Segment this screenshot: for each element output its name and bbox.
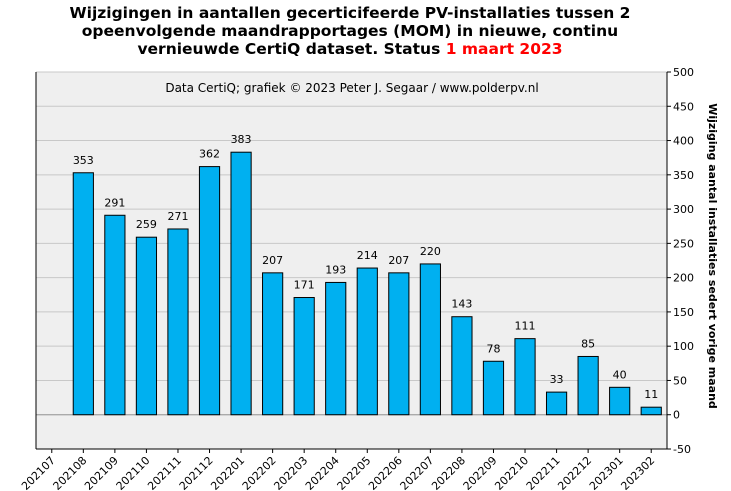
bar xyxy=(135,236,158,416)
status-date: 1 maart 2023 xyxy=(445,40,563,58)
data-label: 111 xyxy=(515,320,536,333)
data-label: 220 xyxy=(420,245,441,258)
data-label: 40 xyxy=(613,368,627,381)
x-tick-label: 202302 xyxy=(618,454,657,491)
y-tick-label: 250 xyxy=(673,237,694,250)
y-tick-label: 350 xyxy=(673,169,694,182)
bar xyxy=(167,228,189,416)
data-label: 383 xyxy=(231,133,252,146)
title-line-3-text: vernieuwde CertiQ dataset. Status xyxy=(137,40,446,58)
bar xyxy=(72,172,94,416)
bar xyxy=(609,386,631,416)
data-label: 78 xyxy=(486,342,500,355)
bar xyxy=(262,272,284,416)
y-tick-label: 450 xyxy=(673,100,694,113)
chart-annotation: Data CertiQ; grafiek © 2023 Peter J. Seg… xyxy=(165,81,538,95)
data-label: 271 xyxy=(167,210,188,223)
y-tick-label: 300 xyxy=(673,203,694,216)
bar xyxy=(545,391,568,416)
title-line-3: vernieuwde CertiQ dataset. Status 1 maar… xyxy=(0,40,700,58)
data-label: 193 xyxy=(325,263,346,276)
y-tick-label: 0 xyxy=(673,409,680,422)
data-label: 207 xyxy=(388,254,409,267)
y-tick-label: 100 xyxy=(673,340,694,353)
data-labels: 353 291 259 271 362 383 207 171 193 214 207 220 143 7… xyxy=(73,133,658,401)
chart-title: Wijzigingen in aantallen gecerticifeerde… xyxy=(0,4,700,58)
data-label: 353 xyxy=(73,154,94,167)
data-label: 143 xyxy=(451,298,472,311)
bar xyxy=(198,166,221,416)
y-tick-label: -50 xyxy=(673,443,691,456)
bar xyxy=(419,263,441,416)
bar xyxy=(356,267,378,416)
y-tick-label: 500 xyxy=(673,66,694,79)
y-tick-label: 150 xyxy=(673,306,694,319)
data-label: 85 xyxy=(581,337,595,350)
bar xyxy=(514,338,536,416)
bar xyxy=(577,355,599,416)
bar xyxy=(451,316,473,416)
data-label: 259 xyxy=(136,218,157,231)
data-label: 207 xyxy=(262,254,283,267)
bars xyxy=(72,151,662,416)
bar xyxy=(104,214,126,416)
title-line-2: opeenvolgende maandrapportages (MOM) in … xyxy=(81,22,619,40)
data-label: 33 xyxy=(550,373,564,386)
data-label: 291 xyxy=(104,196,125,209)
bar xyxy=(640,406,662,416)
y-tick-label: 400 xyxy=(673,135,694,148)
bar xyxy=(293,297,315,416)
data-label: 214 xyxy=(357,249,378,262)
data-label: 362 xyxy=(199,148,220,161)
data-label: 171 xyxy=(294,279,315,292)
y-axis-label: Wijziging aantal installaties sedert vor… xyxy=(706,103,719,409)
bar xyxy=(230,151,252,416)
data-label: 11 xyxy=(644,388,658,401)
bar xyxy=(325,281,347,416)
bar xyxy=(388,272,410,416)
title-line-1: Wijzigingen in aantallen gecerticifeerde… xyxy=(69,4,631,22)
plot-area xyxy=(36,72,667,449)
y-tick-label: 50 xyxy=(673,374,687,387)
y-tick-label: 200 xyxy=(673,272,694,285)
bar xyxy=(482,360,505,416)
